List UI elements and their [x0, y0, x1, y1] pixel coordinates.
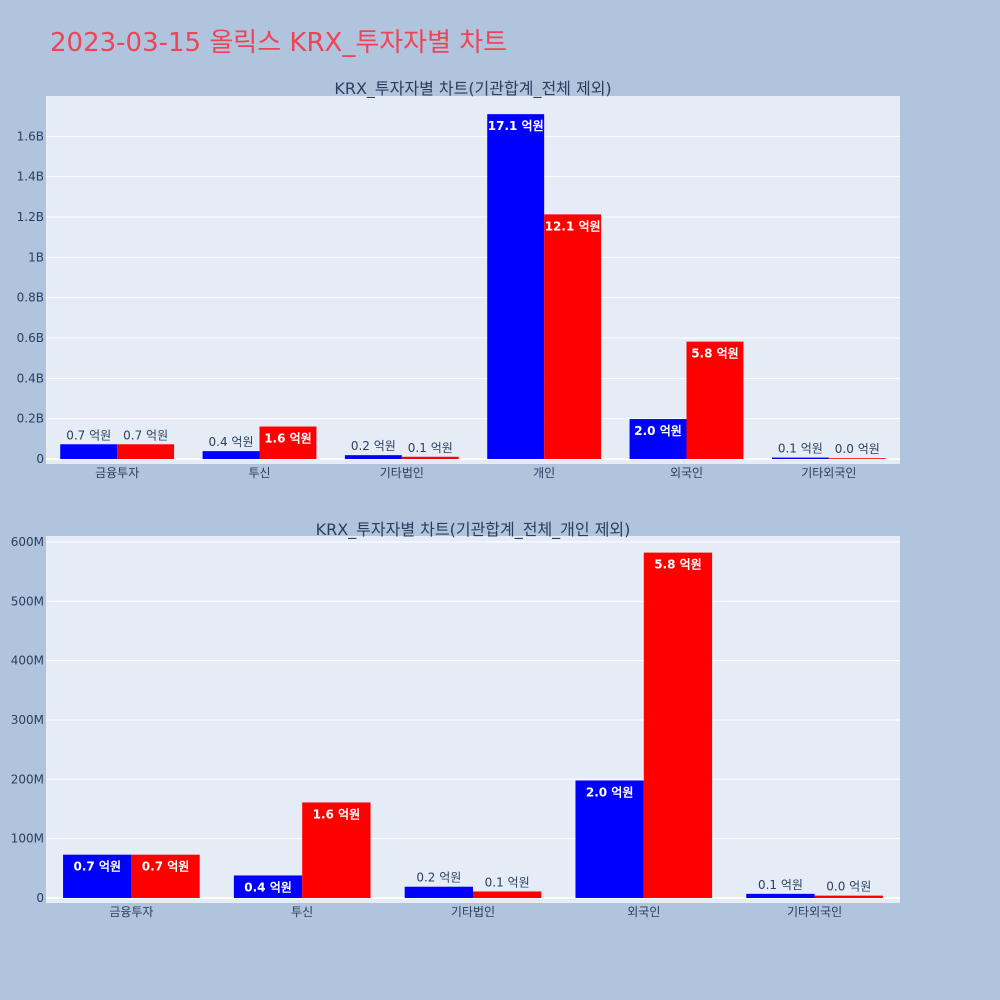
- data-label: 0.4 억원: [209, 435, 254, 449]
- chart-1: 0 0.2B 0.4B 0.6B 0.8B 1B 1.2B 1.4B 1.6B KRX_투자자별 …: [17, 79, 900, 480]
- x-tick-label: 기타외국인: [787, 905, 842, 919]
- x-tick-label: 기타법인: [380, 466, 424, 480]
- bar: [544, 214, 602, 459]
- bar: [828, 458, 886, 459]
- data-label: 17.1 억원: [488, 119, 544, 133]
- y-tick-label: 0: [36, 891, 44, 905]
- data-label: 5.8 억원: [691, 347, 739, 361]
- bar: [814, 895, 883, 898]
- x-tick-label: 금융투자: [109, 905, 153, 919]
- bar: [686, 341, 744, 459]
- data-label: 5.8 억원: [654, 558, 702, 572]
- y-tick-label: 500M: [11, 594, 44, 608]
- bar: [233, 875, 303, 898]
- data-label: 0.1 억원: [408, 441, 453, 455]
- data-label: 2.0 억원: [586, 785, 634, 799]
- bar: [746, 893, 815, 898]
- bar: [202, 451, 260, 459]
- bar: [302, 802, 371, 898]
- x-tick-label: 기타외국인: [801, 466, 856, 480]
- chart-title: KRX_투자자별 차트(기관합계_전체 제외): [334, 79, 611, 99]
- bar: [117, 444, 175, 459]
- bar: [487, 114, 545, 460]
- plot-area: [46, 96, 900, 464]
- x-tick-label: 금융투자: [95, 466, 139, 480]
- bar: [344, 455, 402, 459]
- x-tick-label: 개인: [533, 466, 555, 480]
- data-label: 0.2 억원: [416, 871, 461, 885]
- bar: [63, 854, 132, 898]
- bar: [473, 891, 542, 898]
- y-tick-label: 0.8B: [17, 291, 44, 305]
- data-label: 1.6 억원: [264, 432, 312, 446]
- data-label: 2.0 억원: [634, 424, 682, 438]
- data-label: 0.1 억원: [758, 878, 803, 892]
- y-tick-label: 0.4B: [17, 371, 44, 385]
- y-tick-label: 1.4B: [17, 170, 44, 184]
- bar: [643, 552, 713, 898]
- y-tick-label: 0.6B: [17, 331, 44, 345]
- y-tick-label: 1.6B: [17, 129, 44, 143]
- y-tick-label: 400M: [11, 654, 44, 668]
- data-label: 0.2 억원: [351, 439, 396, 453]
- chart-title: KRX_투자자별 차트(기관합계_전체_개인 제외): [316, 520, 631, 540]
- data-label: 0.4 억원: [244, 880, 292, 894]
- data-label: 0.7 억원: [142, 860, 190, 874]
- bar: [771, 457, 829, 459]
- bar: [259, 426, 317, 459]
- x-tick-label: 투신: [248, 466, 270, 480]
- y-tick-label: 100M: [11, 832, 44, 846]
- bar: [60, 444, 118, 459]
- chart-2: 0 100M 200M 300M 400M 500M 600M KRX_투자자별 차트(기관합…: [11, 520, 900, 919]
- bar: [404, 886, 473, 898]
- bar: [629, 419, 687, 459]
- y-tick-label: 200M: [11, 772, 44, 786]
- page-title: 2023-03-15 올릭스 KRX_투자자별 차트: [50, 28, 508, 58]
- x-tick-label: 외국인: [627, 905, 660, 919]
- data-label: 0.0 억원: [826, 880, 871, 894]
- y-tick-label: 1.2B: [17, 210, 44, 224]
- y-tick-label: 0: [36, 452, 44, 466]
- x-tick-label: 기타법인: [451, 905, 495, 919]
- data-label: 0.7 억원: [73, 860, 121, 874]
- bar: [131, 854, 200, 898]
- x-tick-label: 투신: [291, 905, 313, 919]
- data-label: 12.1 억원: [545, 219, 601, 233]
- y-tick-label: 300M: [11, 713, 44, 727]
- data-label: 0.0 억원: [835, 442, 880, 456]
- data-label: 0.7 억원: [123, 428, 168, 442]
- y-tick-label: 0.2B: [17, 412, 44, 426]
- y-tick-label: 1B: [28, 250, 44, 264]
- bar: [401, 456, 459, 459]
- y-tick-label: 600M: [11, 535, 44, 549]
- x-tick-label: 외국인: [670, 466, 703, 480]
- bar: [575, 780, 644, 898]
- data-label: 0.7 억원: [66, 428, 111, 442]
- data-label: 0.1 억원: [778, 442, 823, 456]
- data-label: 0.1 억원: [485, 875, 530, 889]
- data-label: 1.6 억원: [313, 807, 361, 821]
